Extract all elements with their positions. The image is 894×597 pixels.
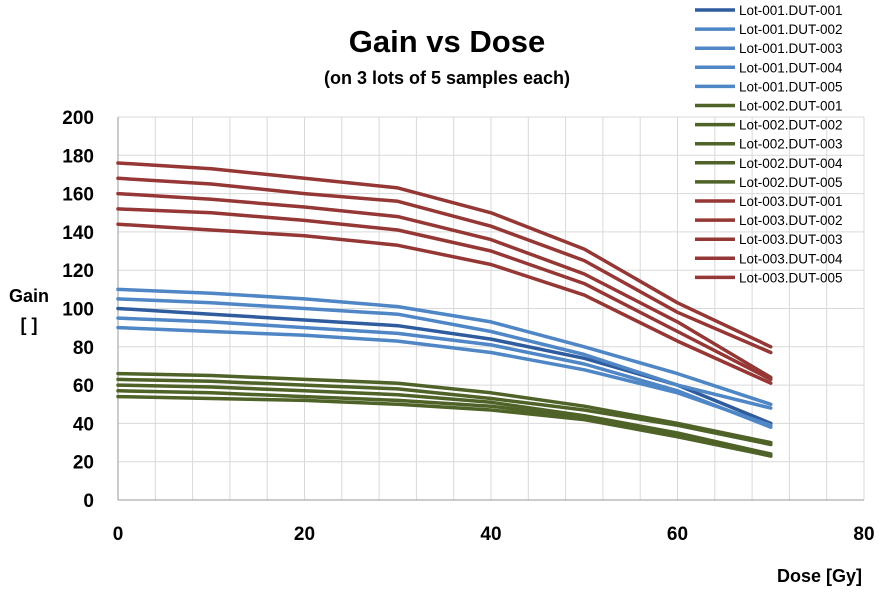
legend-label: Lot-002.DUT-004: [739, 156, 843, 171]
legend-label: Lot-003.DUT-002: [739, 213, 843, 228]
series-line: [116, 325, 773, 428]
y-axis-label-line-2: [ ]: [21, 315, 38, 335]
y-tick-label: 140: [62, 223, 94, 244]
legend-label: Lot-002.DUT-001: [739, 99, 843, 114]
legend-label: Lot-003.DUT-001: [739, 194, 843, 209]
series-line: [116, 191, 773, 380]
series-line: [116, 377, 773, 447]
y-tick-label: 120: [62, 261, 94, 282]
series-line: [116, 394, 773, 458]
y-tick-label: 200: [62, 108, 94, 129]
legend-label: Lot-001.DUT-002: [739, 22, 843, 37]
chart-title: Gain vs Dose: [349, 24, 545, 59]
series-line: [116, 207, 773, 382]
y-axis-label-line-1: Gain: [9, 286, 49, 306]
x-tick-label: 60: [667, 524, 688, 545]
legend: Lot-001.DUT-001 Lot-001.DUT-002 Lot-001.DU…: [695, 3, 843, 285]
series-layer: [116, 161, 773, 458]
y-tick-label: 0: [83, 491, 94, 512]
series-line: [116, 383, 773, 456]
y-tick-label: 80: [73, 338, 94, 359]
y-tick-label: 20: [73, 453, 94, 474]
series-line: [116, 389, 773, 458]
x-tick-label: 80: [853, 524, 874, 545]
series-line: [116, 287, 773, 407]
x-tick-label: 20: [294, 524, 315, 545]
series-line: [116, 297, 773, 410]
legend-label: Lot-003.DUT-003: [739, 232, 843, 247]
legend-label: Lot-002.DUT-005: [739, 175, 843, 190]
series-line: [116, 161, 773, 349]
legend-label: Lot-002.DUT-003: [739, 137, 843, 152]
legend-label: Lot-001.DUT-003: [739, 41, 843, 56]
legend-label: Lot-003.DUT-005: [739, 270, 843, 285]
series-line: [116, 222, 773, 385]
series-line: [116, 316, 773, 429]
chart-subtitle: (on 3 lots of 5 samples each): [324, 68, 570, 88]
x-tick-label: 40: [480, 524, 501, 545]
ticks-layer: 0 20 40 60 80 100 120 140 160 180 200 0 20 40 60 80: [62, 108, 874, 545]
series-line: [116, 176, 773, 355]
series-line: [116, 371, 773, 445]
legend-label: Lot-001.DUT-001: [739, 3, 843, 18]
legend-label: Lot-002.DUT-002: [739, 118, 843, 133]
y-tick-label: 100: [62, 300, 94, 321]
legend-label: Lot-003.DUT-004: [739, 251, 843, 266]
legend-label: Lot-001.DUT-005: [739, 79, 843, 94]
x-axis-label: Dose [Gy]: [777, 566, 862, 586]
legend-label: Lot-001.DUT-004: [739, 60, 843, 75]
y-tick-label: 60: [73, 376, 94, 397]
y-tick-label: 160: [62, 185, 94, 206]
x-tick-label: 0: [113, 524, 124, 545]
y-tick-label: 40: [73, 414, 94, 435]
y-tick-label: 180: [62, 146, 94, 167]
